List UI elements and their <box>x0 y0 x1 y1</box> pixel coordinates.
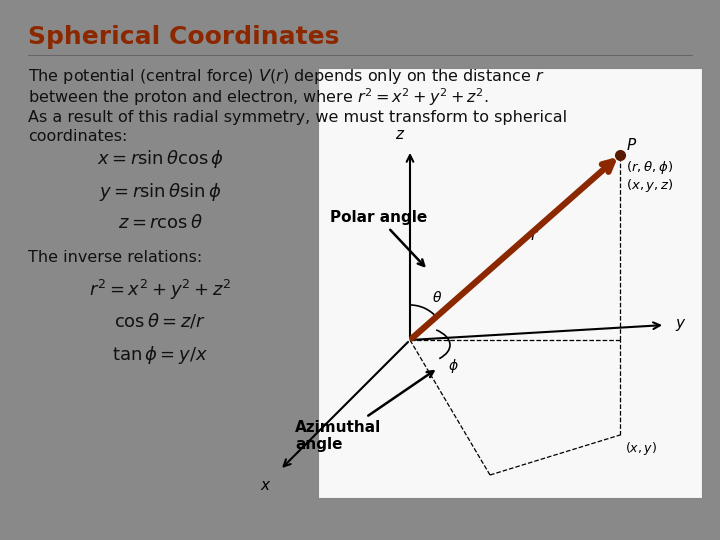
Text: $P$: $P$ <box>626 137 637 153</box>
Text: As a result of this radial symmetry, we must transform to spherical: As a result of this radial symmetry, we … <box>28 110 567 125</box>
Text: $\cos\theta = z / r$: $\cos\theta = z / r$ <box>114 311 206 330</box>
Text: $(x, y, z)$: $(x, y, z)$ <box>626 177 673 194</box>
Text: $\phi$: $\phi$ <box>448 357 459 375</box>
Text: $x = r\sin\theta\cos\phi$: $x = r\sin\theta\cos\phi$ <box>96 148 223 170</box>
Text: Polar angle: Polar angle <box>330 210 427 266</box>
Text: $r$: $r$ <box>530 227 539 242</box>
Text: coordinates:: coordinates: <box>28 129 127 144</box>
Bar <box>318 68 702 498</box>
Text: between the proton and electron, where $r^2 = x^2 + y^2 + z^2$.: between the proton and electron, where $… <box>28 86 489 107</box>
Text: $z = r\cos\theta$: $z = r\cos\theta$ <box>117 214 202 232</box>
Text: $z$: $z$ <box>395 127 405 142</box>
Text: Spherical Coordinates: Spherical Coordinates <box>28 25 339 49</box>
Text: The potential (central force) $V(r)$ depends only on the distance $r$: The potential (central force) $V(r)$ dep… <box>28 67 544 86</box>
Text: $(r, \theta, \phi)$: $(r, \theta, \phi)$ <box>626 159 673 176</box>
Text: $(x, y)$: $(x, y)$ <box>625 440 657 457</box>
Text: $\tan\phi = y / x$: $\tan\phi = y / x$ <box>112 344 208 366</box>
Text: The inverse relations:: The inverse relations: <box>28 250 202 265</box>
Text: $y = r\sin\theta\sin\phi$: $y = r\sin\theta\sin\phi$ <box>99 181 221 203</box>
Text: $y$: $y$ <box>675 317 687 333</box>
Text: $\theta$: $\theta$ <box>432 290 442 305</box>
Text: $x$: $x$ <box>261 478 272 493</box>
Text: $r^2 = x^2 + y^2 + z^2$: $r^2 = x^2 + y^2 + z^2$ <box>89 278 231 302</box>
Text: Azimuthal
angle: Azimuthal angle <box>295 371 433 453</box>
